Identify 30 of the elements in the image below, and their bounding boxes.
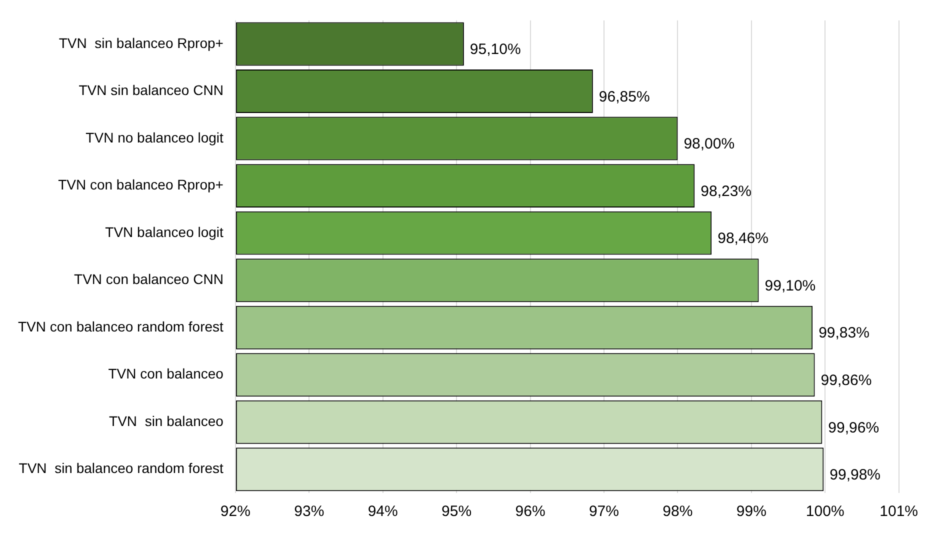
y-tick-label: TVN sin balanceo [109, 412, 224, 429]
data-label: 99,10% [764, 277, 816, 294]
x-tick-label: 95% [442, 503, 472, 520]
y-tick-label: TVN sin balanceo Rprop+ [58, 34, 224, 51]
x-tick-label: 100% [806, 503, 844, 520]
x-tick-label: 97% [588, 503, 619, 520]
data-label: 98,00% [684, 136, 735, 153]
y-tick-label: TVN con balanceo random forest [18, 318, 224, 334]
x-tick-label: 93% [294, 503, 324, 520]
y-tick-label: TVN con balanceo [108, 366, 224, 382]
data-label: 95,10% [470, 41, 521, 58]
y-tick-label: TVN con balanceo Rprop+ [58, 176, 224, 193]
data-label: 99,86% [820, 372, 872, 389]
data-label: 99,98% [830, 466, 881, 484]
x-tick-label: 98% [662, 503, 693, 520]
data-label: 98,46% [718, 230, 768, 248]
data-label: 99,96% [828, 419, 880, 436]
x-tick-label: 92% [220, 503, 250, 520]
y-tick-label: TVN balanceo logit [105, 224, 224, 240]
data-label: 98,23% [700, 182, 752, 200]
x-tick-label: 94% [368, 503, 398, 520]
y-tick-label: TVN sin balanceo CNN [78, 82, 224, 98]
y-tick-label: TVN no balanceo logit [86, 129, 224, 146]
y-tick-label: TVN sin balanceo random forest [18, 460, 224, 476]
data-label: 96,85% [598, 88, 650, 106]
x-tick-label: 96% [515, 503, 546, 520]
x-tick-label: 99% [736, 503, 766, 520]
data-label: 99,83% [818, 324, 870, 342]
y-tick-label: TVN con balanceo CNN [74, 271, 224, 288]
x-tick-label: 101% [880, 503, 918, 520]
